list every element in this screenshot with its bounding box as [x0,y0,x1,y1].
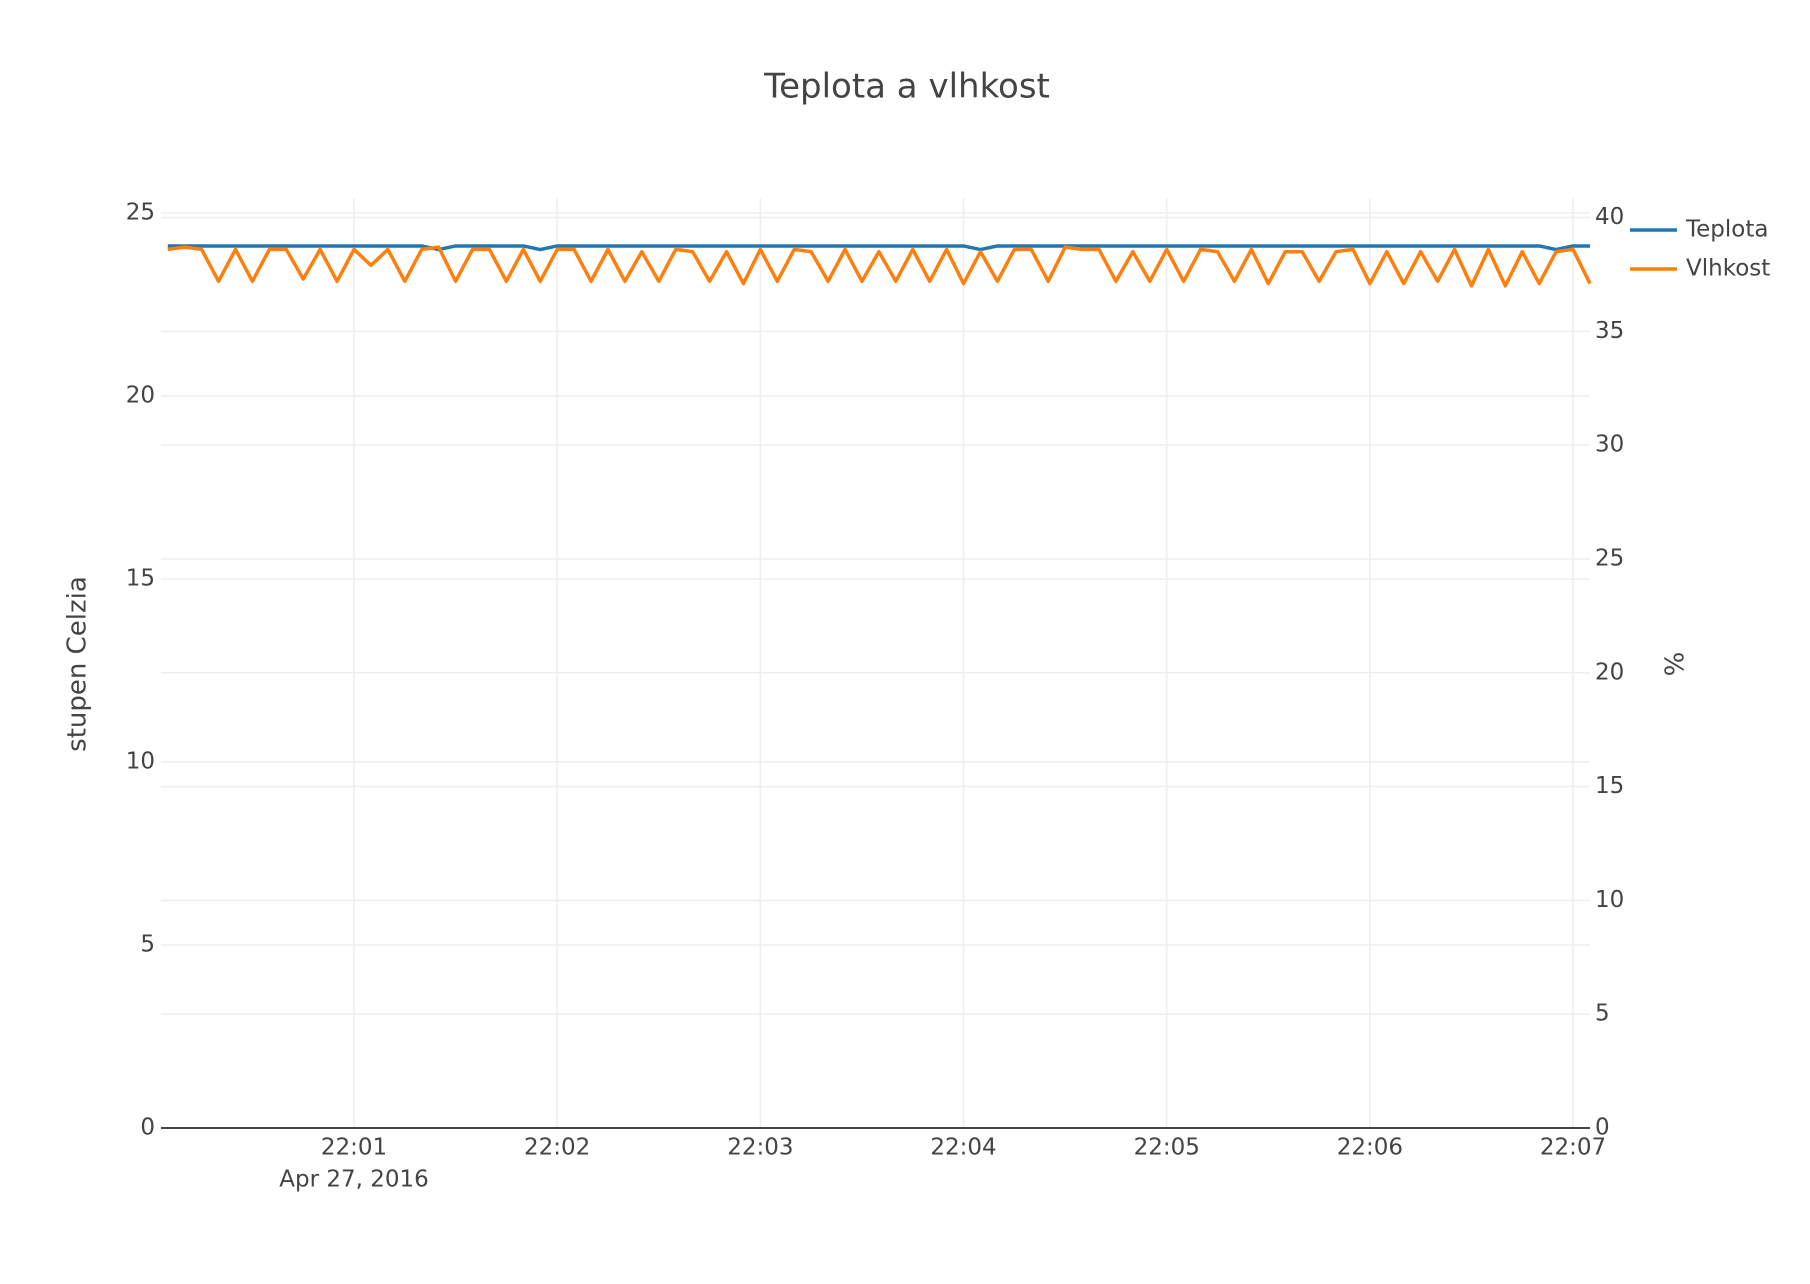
y-tick-label: 5 [140,932,155,958]
y2-tick-label: 40 [1595,204,1624,230]
y2-tick-label: 0 [1595,1115,1610,1141]
y-tick-label: 25 [126,200,155,226]
y-tick-label: 15 [126,566,155,592]
y-tick-label: 0 [140,1115,155,1141]
x-tick-label: 22:01 [321,1135,387,1161]
y2-tick-label: 25 [1595,545,1624,571]
y-axis-title: stupen Celzia [63,576,93,752]
y2-axis-title: % [1658,652,1688,677]
series-line [167,244,1590,252]
x-date-label: Apr 27, 2016 [279,1167,429,1193]
x-tick-label: 22:04 [930,1135,996,1161]
x-tick-label: 22:03 [727,1135,793,1161]
x-tick-label: 22:07 [1540,1135,1606,1161]
legend-label: Teplota [1685,217,1768,243]
y2-tick-label: 35 [1595,318,1624,344]
y-tick-label: 20 [126,383,155,409]
y2-tick-label: 10 [1595,887,1624,913]
y2-tick-label: 5 [1595,1001,1610,1027]
y2-tick-label: 15 [1595,773,1624,799]
x-tick-label: 22:06 [1337,1135,1403,1161]
y-tick-label: 10 [126,749,155,775]
x-tick-label: 22:05 [1134,1135,1200,1161]
y2-tick-label: 20 [1595,659,1624,685]
series-line [167,245,1592,288]
y2-tick-label: 30 [1595,432,1624,458]
chart-title: Teplota a vlhkost [763,67,1050,107]
legend-label: Vlhkost [1686,256,1770,282]
x-tick-label: 22:02 [524,1135,590,1161]
